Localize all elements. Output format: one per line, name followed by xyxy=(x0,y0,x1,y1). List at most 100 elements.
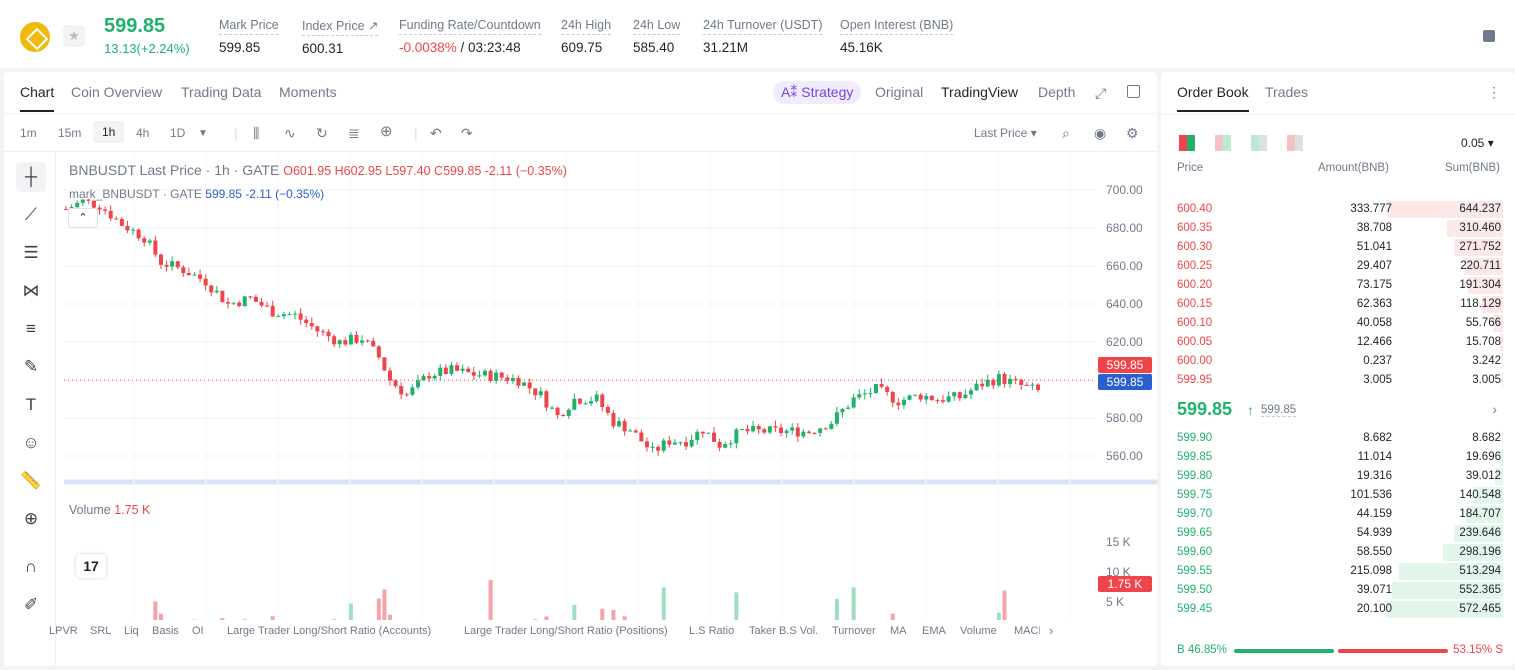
indicator-ltlsr-accounts[interactable]: Large Trader Long/Short Ratio (Accounts) xyxy=(227,625,432,637)
bid-row[interactable]: 599.85 11.014 19.696 xyxy=(1161,448,1515,467)
tradingview-logo[interactable]: 17 xyxy=(76,554,106,578)
candle-body xyxy=(170,261,175,267)
zoom-in-icon[interactable]: ⊕ xyxy=(23,509,39,528)
settings-gear-icon[interactable]: ⚙ xyxy=(1126,125,1139,141)
add-indicator-icon[interactable]: ⊕ xyxy=(380,123,393,140)
candle-body xyxy=(550,407,554,409)
ask-row[interactable]: 600.40 333.777 644.237 xyxy=(1161,200,1515,219)
ask-row[interactable]: 600.15 62.363 118.129 xyxy=(1161,295,1515,314)
horizontal-lines-icon[interactable]: ☰ xyxy=(23,243,39,262)
indicator-liq[interactable]: Liq xyxy=(124,625,139,637)
interval-dropdown-icon[interactable]: ▼ xyxy=(198,128,208,139)
undo-icon[interactable]: ↶ xyxy=(430,125,442,141)
view-tradingview[interactable]: TradingView xyxy=(941,84,1019,100)
text-tool-icon[interactable]: T xyxy=(25,395,37,414)
indicator-turnover[interactable]: Turnover xyxy=(832,625,876,637)
favorite-star-icon[interactable]: ★ xyxy=(63,25,85,47)
strategy-button[interactable]: A⁑ Strategy xyxy=(773,81,862,104)
bid-row[interactable]: 599.80 19.316 39.012 xyxy=(1161,467,1515,486)
layout-bids-asks-icon[interactable] xyxy=(1215,135,1231,151)
indicator-macd[interactable]: MACD xyxy=(1014,625,1040,637)
candle-body xyxy=(594,394,599,402)
bid-row[interactable]: 599.50 39.071 552.365 xyxy=(1161,581,1515,600)
ask-row[interactable]: 600.25 29.407 220.711 xyxy=(1161,257,1515,276)
more-options-icon[interactable]: ⋮ xyxy=(1487,84,1501,100)
candlestick-chart[interactable]: 700.00680.00660.00640.00620.00600.00580.… xyxy=(56,152,1157,620)
stat-index-price[interactable]: Index Price ↗ 600.31 xyxy=(302,19,379,56)
templates-icon[interactable]: ≣ xyxy=(348,125,360,141)
brush-icon[interactable]: ✎ xyxy=(23,357,39,376)
tick-size-selector[interactable]: 0.05 ▾ xyxy=(1461,136,1494,150)
tab-trading-data[interactable]: Trading Data xyxy=(181,84,262,100)
ruler-icon[interactable]: 📏 xyxy=(20,471,42,490)
pattern-icon[interactable]: ⋈ xyxy=(22,281,40,300)
pencil-lock-icon[interactable]: ✐ xyxy=(23,595,39,614)
last-price-selector[interactable]: Last Price ▾ xyxy=(974,126,1037,140)
ask-row[interactable]: 600.00 0.237 3.242 xyxy=(1161,352,1515,371)
ask-row[interactable]: 600.05 12.466 15.708 xyxy=(1161,333,1515,352)
layout-both-icon[interactable] xyxy=(1179,135,1195,151)
bid-row[interactable]: 599.70 44.159 184.707 xyxy=(1161,505,1515,524)
redo-icon[interactable]: ↷ xyxy=(461,125,473,141)
ask-row[interactable]: 600.10 40.058 55.766 xyxy=(1161,314,1515,333)
candle-type-icon[interactable]: ⫼ xyxy=(253,125,260,141)
indicator-ma[interactable]: MA xyxy=(890,625,907,637)
bid-row[interactable]: 599.90 8.682 8.682 xyxy=(1161,429,1515,448)
indicator-volume[interactable]: Volume xyxy=(960,625,997,637)
indicator-lpvr[interactable]: LPVR xyxy=(49,625,78,637)
expand-icon[interactable]: ⤢ xyxy=(1095,85,1107,101)
ask-row[interactable]: 599.95 3.005 3.005 xyxy=(1161,371,1515,390)
emoji-icon[interactable]: ☺ xyxy=(22,433,40,452)
ask-row[interactable]: 600.20 73.175 191.304 xyxy=(1161,276,1515,295)
bid-row[interactable]: 599.75 101.536 140.548 xyxy=(1161,486,1515,505)
fib-icon[interactable]: ≡ xyxy=(26,319,36,338)
indicator-basis[interactable]: Basis xyxy=(152,625,179,637)
book-icon[interactable] xyxy=(1483,30,1495,42)
crosshair-icon[interactable]: ┼ xyxy=(16,162,46,192)
col-price: Price xyxy=(1177,162,1204,174)
indicator-ls-ratio[interactable]: L.S Ratio xyxy=(689,625,735,637)
chevron-right-icon[interactable]: › xyxy=(1492,401,1497,417)
indicator-taker-vol[interactable]: Taker B.S Vol. xyxy=(749,625,819,637)
trend-line-icon[interactable]: ⟋ xyxy=(25,205,37,224)
search-icon[interactable]: ⌕ xyxy=(1062,125,1070,141)
indicator-oi[interactable]: OI xyxy=(192,625,204,637)
indicators-icon[interactable]: ∿ xyxy=(284,125,296,141)
camera-icon[interactable]: ◉ xyxy=(1094,125,1107,141)
layout-asks-icon[interactable] xyxy=(1287,135,1303,151)
bid-row[interactable]: 599.45 20.100 572.465 xyxy=(1161,600,1515,619)
bid-row[interactable]: 599.65 54.939 239.646 xyxy=(1161,524,1515,543)
indicator-scroll-right-icon[interactable]: › xyxy=(1049,623,1054,638)
view-depth[interactable]: Depth xyxy=(1038,84,1076,100)
depth-bar xyxy=(1500,449,1503,466)
fullscreen-icon[interactable] xyxy=(1127,85,1140,98)
stat-funding-rate[interactable]: Funding Rate/Countdown -0.0038% / 03:23:… xyxy=(399,18,541,55)
view-original[interactable]: Original xyxy=(875,84,924,100)
interval-1m[interactable]: 1m xyxy=(20,126,37,140)
tab-order-book[interactable]: Order Book xyxy=(1177,84,1249,112)
tab-coin-overview[interactable]: Coin Overview xyxy=(71,84,163,100)
interval-1d[interactable]: 1D xyxy=(170,126,186,140)
interval-1h[interactable]: 1h xyxy=(93,121,125,143)
bid-row[interactable]: 599.55 215.098 513.294 xyxy=(1161,562,1515,581)
interval-15m[interactable]: 15m xyxy=(58,126,82,140)
replay-icon[interactable]: ↻ xyxy=(316,125,328,141)
interval-4h[interactable]: 4h xyxy=(136,126,150,140)
collapse-legend-button[interactable]: ⌃ xyxy=(68,208,98,228)
ask-row[interactable]: 600.35 38.708 310.460 xyxy=(1161,219,1515,238)
price-change: 13.13(+2.24%) xyxy=(104,41,190,56)
layout-bids-icon[interactable] xyxy=(1251,135,1267,151)
bid-row[interactable]: 599.60 58.550 298.196 xyxy=(1161,543,1515,562)
volume-bar xyxy=(996,612,1001,620)
tab-moments[interactable]: Moments xyxy=(279,84,337,100)
tab-chart[interactable]: Chart xyxy=(20,84,55,112)
indicator-srl[interactable]: SRL xyxy=(90,625,112,637)
volume-bar xyxy=(488,579,493,620)
indicator-ltlsr-positions[interactable]: Large Trader Long/Short Ratio (Positions… xyxy=(464,625,668,637)
indicator-ema[interactable]: EMA xyxy=(922,625,946,637)
tab-trades[interactable]: Trades xyxy=(1265,84,1309,100)
ask-row[interactable]: 600.30 51.041 271.752 xyxy=(1161,238,1515,257)
candle-body xyxy=(561,415,566,417)
stat-mark-price[interactable]: Mark Price 599.85 xyxy=(219,18,279,55)
magnet-icon[interactable]: ∩ xyxy=(24,557,38,576)
